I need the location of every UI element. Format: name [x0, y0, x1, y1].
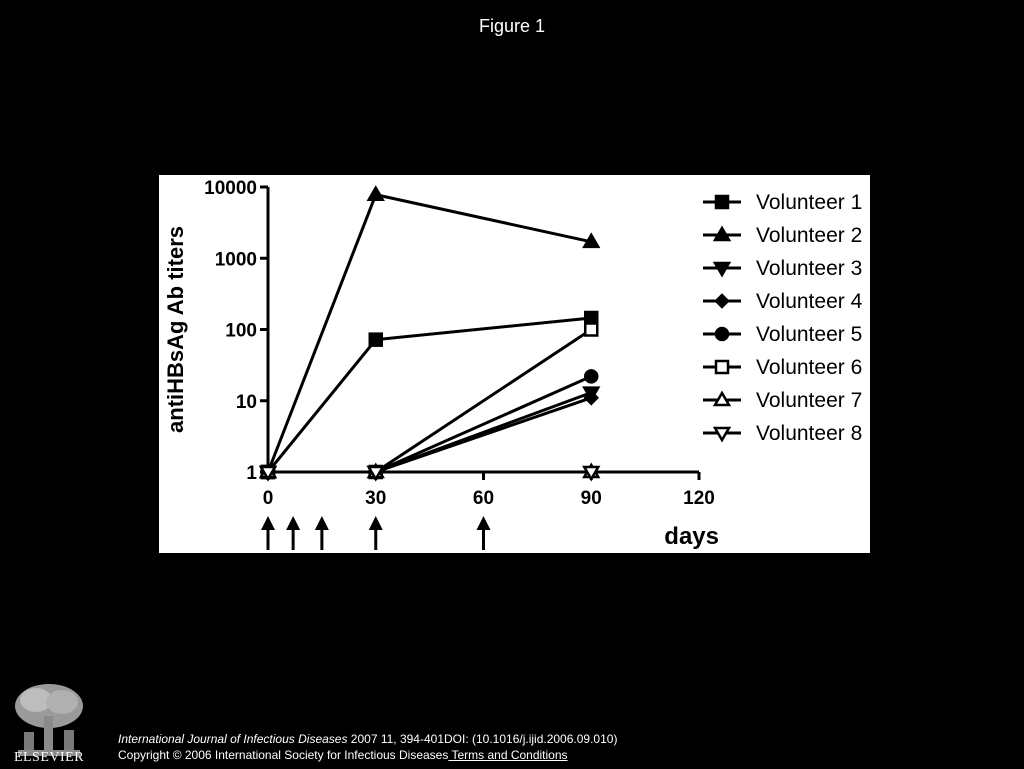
terms-link[interactable]: Terms and Conditions: [448, 748, 568, 762]
legend-label: Volunteer 5: [756, 323, 862, 346]
data-point-5: [584, 369, 599, 384]
legend-swatch-marker: [712, 225, 732, 242]
data-point-6: [584, 322, 599, 337]
legend-label: Volunteer 1: [756, 191, 862, 214]
y-tick-label: 100: [225, 321, 257, 342]
elsevier-logo-text: ELSEVIER: [13, 750, 85, 765]
chart-legend: Volunteer 1 Volunteer 2 Volunteer 3 Volunte…: [703, 191, 863, 445]
legend-item-6: Volunteer 6: [703, 356, 862, 379]
x-axis-label: days: [664, 523, 719, 550]
data-point-8: [366, 465, 385, 482]
citation-line: International Journal of Infectious Dise…: [118, 731, 617, 747]
legend-swatch-marker: [714, 293, 730, 309]
vaccination-arrow-2: [286, 516, 301, 550]
vaccination-arrow-5: [476, 516, 491, 550]
legend-item-4: Volunteer 4: [703, 290, 863, 313]
arrow-head: [476, 516, 491, 530]
series-line-3: [268, 391, 592, 474]
legend-label: Volunteer 3: [756, 257, 862, 280]
legend-item-7: Volunteer 7: [703, 389, 862, 412]
vaccination-arrow-4: [368, 516, 383, 550]
y-tick-label: 1000: [215, 249, 257, 270]
legend-swatch-marker: [712, 426, 732, 443]
legend-label: Volunteer 4: [756, 290, 863, 313]
y-tick-label: 10: [236, 392, 257, 413]
x-tick-label: 30: [365, 488, 386, 509]
citation-details: 2007 11, 394-401DOI: (10.1016/j.ijid.200…: [347, 732, 618, 746]
chart-axes: 1 10 100 1000 10000 0 30 60 90 120 antiHBsAg Ab ti…: [163, 178, 719, 550]
copyright-line: Copyright © 2006 International Society f…: [118, 747, 617, 763]
x-tick-label: 90: [581, 488, 602, 509]
journal-name: International Journal of Infectious Dise…: [118, 732, 348, 746]
arrow-head: [314, 516, 329, 530]
arrow-head: [261, 516, 275, 530]
arrow-head: [286, 516, 301, 530]
copyright-text: Copyright © 2006 International Society f…: [118, 748, 449, 762]
data-point-4: [583, 390, 600, 406]
legend-item-2: Volunteer 2: [703, 224, 862, 247]
x-tick-label: 60: [473, 488, 494, 509]
legend-item-1: Volunteer 1: [703, 191, 862, 214]
data-point-8: [582, 465, 601, 482]
chart-lines: [266, 193, 593, 474]
legend-swatch-marker: [714, 194, 730, 210]
figure-title: Figure 1: [478, 16, 546, 36]
chart-markers: [258, 185, 601, 482]
elsevier-tree-icon: [10, 680, 88, 764]
legend-item-5: Volunteer 5: [703, 323, 862, 346]
y-tick-label: 1: [246, 463, 257, 484]
data-point-2: [366, 185, 385, 201]
data-point-1: [584, 310, 599, 326]
chart-panel: 1 10 100 1000 10000 0 30 60 90 120 antiHBsAg Ab ti…: [159, 175, 870, 553]
chart-svg: 1 10 100 1000 10000 0 30 60 90 120 antiHBsAg Ab ti…: [163, 178, 863, 550]
data-point-2: [582, 232, 601, 249]
legend-swatch-marker: [714, 359, 730, 375]
legend-label: Volunteer 6: [756, 356, 862, 379]
vaccination-arrows: [261, 516, 491, 550]
footer: International Journal of Infectious Dise…: [118, 731, 617, 763]
legend-item-8: Volunteer 8: [703, 422, 862, 445]
arrow-head: [368, 516, 383, 530]
vaccination-arrow-1: [261, 516, 275, 550]
legend-label: Volunteer 7: [756, 389, 862, 412]
legend-label: Volunteer 2: [756, 224, 862, 247]
legend-label: Volunteer 8: [756, 422, 862, 445]
x-tick-label: 0: [263, 488, 274, 509]
data-point-1: [368, 332, 383, 347]
legend-swatch-marker: [712, 261, 732, 278]
y-tick-label: 10000: [204, 178, 257, 199]
legend-swatch-marker: [714, 326, 730, 342]
vaccination-arrow-3: [314, 516, 329, 550]
legend-item-3: Volunteer 3: [703, 257, 862, 280]
series-line-5: [268, 374, 592, 474]
data-point-8: [258, 465, 278, 482]
legend-swatch-marker: [712, 390, 732, 407]
y-axis-label: antiHBsAg Ab titers: [163, 226, 188, 433]
x-tick-label: 120: [683, 488, 715, 509]
